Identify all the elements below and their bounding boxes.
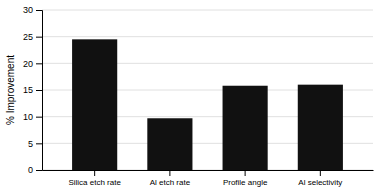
y-tick: 0 xyxy=(28,165,42,175)
y-tick-mark xyxy=(36,10,42,11)
x-tick-mark xyxy=(320,170,321,176)
y-axis: 0 5 10 15 20 25 30 xyxy=(23,5,43,175)
bar xyxy=(72,39,117,170)
x-tick: Al etch rate xyxy=(150,170,191,187)
y-tick: 15 xyxy=(23,85,42,95)
y-tick: 5 xyxy=(28,139,42,149)
grid xyxy=(42,10,373,170)
y-tick-label: 0 xyxy=(28,165,33,175)
x-tick-mark xyxy=(169,170,170,176)
y-tick-mark xyxy=(36,117,42,118)
y-tick-label: 25 xyxy=(23,32,33,42)
grid-line xyxy=(42,10,373,11)
y-tick-mark xyxy=(36,63,42,64)
y-tick-mark xyxy=(36,143,42,144)
x-tick: Profile angle xyxy=(223,170,268,187)
grid-line xyxy=(42,36,373,37)
y-tick-mark xyxy=(36,37,42,38)
bar xyxy=(223,86,268,170)
bars xyxy=(72,39,343,170)
plot: 0 5 10 15 20 25 30 Silica etch rate Al etch rate… xyxy=(23,5,374,186)
bar xyxy=(147,118,192,170)
y-tick-mark xyxy=(36,90,42,91)
y-tick-label: 10 xyxy=(23,112,33,122)
chart: 0 5 10 15 20 25 30 Silica etch rate Al etch rate… xyxy=(0,0,381,192)
x-tick-label: Al etch rate xyxy=(150,178,191,187)
y-tick: 10 xyxy=(23,112,42,122)
y-tick: 20 xyxy=(23,59,42,69)
x-tick-label: Al selectivity xyxy=(298,178,342,187)
y-tick-label: 30 xyxy=(23,5,33,15)
x-tick-label: Silica etch rate xyxy=(68,178,121,187)
y-tick-label: 15 xyxy=(23,85,33,95)
x-tick: Silica etch rate xyxy=(68,170,121,187)
y-tick: 25 xyxy=(23,32,42,42)
x-tick-mark xyxy=(245,170,246,176)
x-axis-line xyxy=(43,170,374,171)
y-axis-line xyxy=(36,11,43,171)
y-tick-label: 20 xyxy=(23,59,33,69)
bar xyxy=(298,85,343,170)
y-axis-title: % Improvement xyxy=(5,55,16,125)
x-tick-mark xyxy=(94,170,95,176)
y-tick-mark xyxy=(36,170,42,171)
x-tick-label: Profile angle xyxy=(223,178,268,187)
x-tick: Al selectivity xyxy=(298,170,342,187)
x-axis: Silica etch rate Al etch rate Profile angl… xyxy=(43,170,374,187)
y-tick: 30 xyxy=(23,5,42,15)
y-tick-label: 5 xyxy=(28,139,33,149)
